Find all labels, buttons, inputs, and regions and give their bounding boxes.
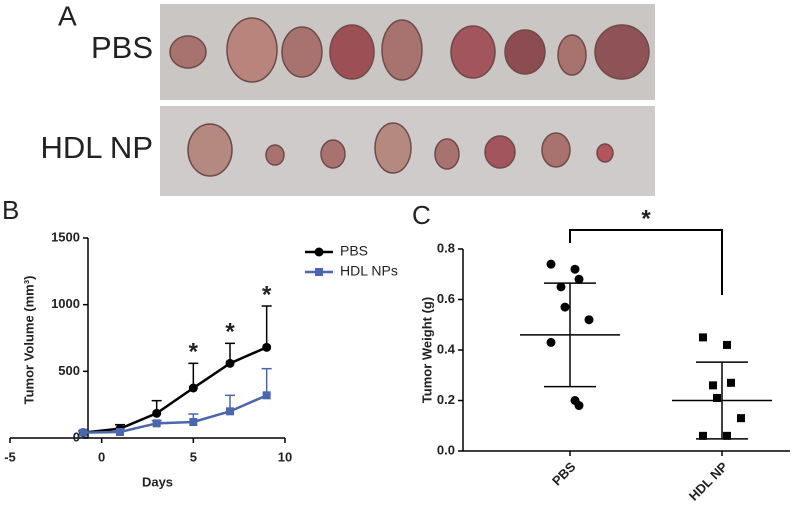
y-tick-label: 500 — [58, 363, 80, 378]
data-point — [713, 393, 721, 402]
y-tick-label: 0 — [73, 429, 80, 444]
x-tick-label: -5 — [4, 449, 16, 464]
marker — [189, 418, 198, 426]
data-point — [699, 431, 707, 440]
y-tick-label: 0.4 — [437, 341, 456, 356]
y-tick-label: 0.0 — [437, 442, 455, 457]
marker — [152, 419, 161, 428]
x-tick-label: 0 — [98, 449, 105, 464]
significance-label: * — [641, 205, 651, 232]
x-tick-label: PBS — [549, 459, 579, 489]
marker — [152, 408, 162, 418]
y-tick-label: 1000 — [51, 296, 80, 311]
y-tick-label: 1500 — [51, 229, 80, 244]
photo-label: HDL NP — [40, 130, 153, 165]
marker — [225, 358, 235, 368]
x-tick-label: HDL NP — [686, 459, 731, 504]
series-line — [83, 394, 268, 434]
marker — [79, 428, 88, 437]
data-point — [570, 264, 580, 274]
panel-label: A — [58, 0, 77, 31]
data-point — [709, 381, 717, 390]
legend-marker — [314, 247, 324, 257]
data-point — [574, 401, 584, 411]
data-point — [546, 259, 556, 269]
data-point — [584, 315, 594, 325]
legend-label: HDL NPs — [340, 263, 398, 279]
panel-label: C — [412, 200, 431, 230]
series-line — [83, 346, 268, 434]
y-axis-label: Tumor Volume (mm³) — [21, 276, 36, 405]
x-tick-label: 5 — [190, 449, 197, 464]
x-tick-label: 10 — [278, 449, 292, 464]
y-tick-label: 0.6 — [437, 291, 455, 306]
data-point — [560, 302, 570, 312]
y-tick-label: 0.2 — [437, 392, 455, 407]
y-axis-label: Tumor Weight (g) — [419, 297, 434, 403]
data-point — [737, 414, 745, 423]
y-tick-label: 0.8 — [437, 240, 455, 255]
marker — [262, 342, 272, 352]
significance-bracket — [569, 229, 723, 295]
data-point — [546, 337, 556, 347]
marker — [262, 391, 271, 400]
data-point — [727, 378, 735, 387]
photo — [160, 4, 655, 196]
data-point — [699, 333, 707, 342]
x-axis-label: Days — [142, 474, 173, 489]
marker — [226, 407, 234, 416]
marker — [116, 428, 124, 436]
marker — [188, 383, 198, 393]
data-point — [723, 340, 731, 349]
legend-label: PBS — [340, 243, 368, 259]
data-point — [723, 431, 731, 440]
annotation: * — [262, 281, 272, 308]
legend-marker — [315, 268, 323, 276]
data-point — [556, 282, 566, 292]
annotation: * — [225, 319, 235, 346]
annotation: * — [189, 339, 199, 366]
data-point — [574, 274, 584, 284]
panel-label: B — [2, 195, 19, 225]
photo-label: PBS — [91, 30, 153, 65]
